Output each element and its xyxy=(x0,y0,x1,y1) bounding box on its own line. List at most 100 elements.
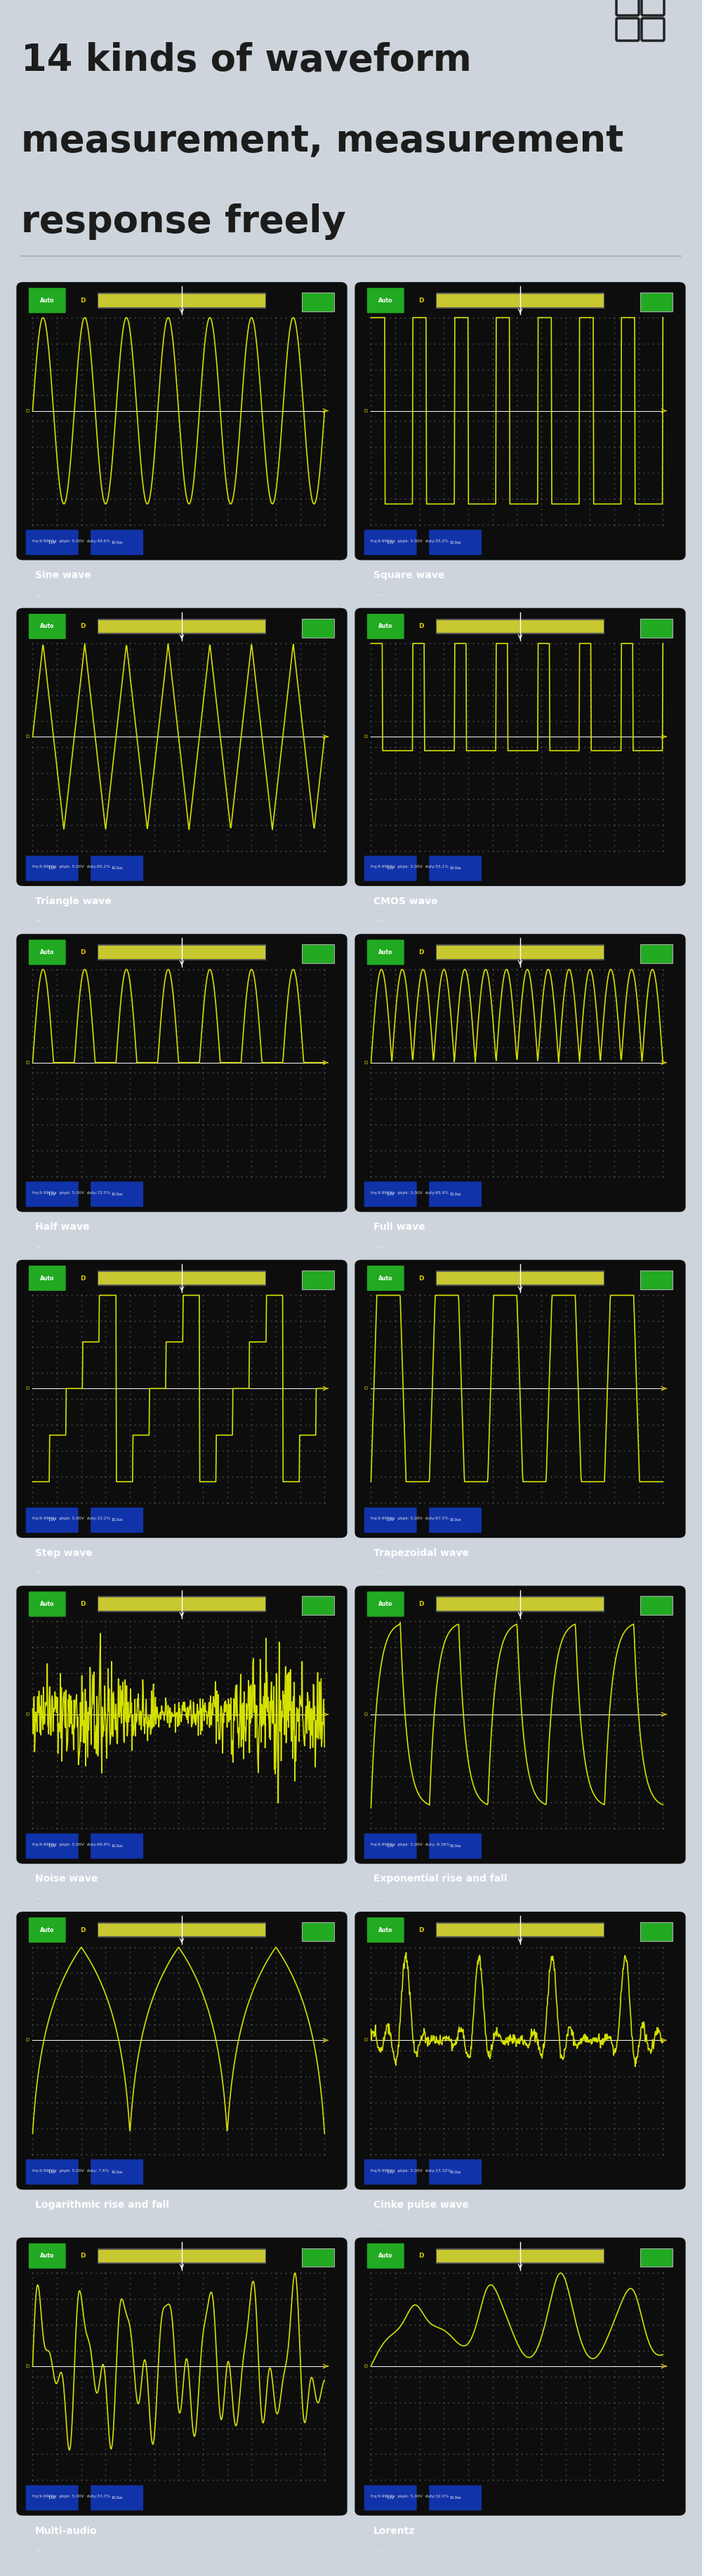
Text: Auto: Auto xyxy=(378,1600,392,1607)
FancyBboxPatch shape xyxy=(355,935,686,1211)
Bar xyxy=(302,1922,334,1940)
Bar xyxy=(437,1273,604,1285)
FancyBboxPatch shape xyxy=(367,1592,404,1618)
FancyBboxPatch shape xyxy=(26,2159,79,2184)
Text: 10.0us: 10.0us xyxy=(449,866,461,871)
Text: Auto: Auto xyxy=(40,948,54,956)
Text: Half wave: Half wave xyxy=(35,1221,90,1231)
Text: Auto: Auto xyxy=(40,296,54,304)
Text: 10.0us: 10.0us xyxy=(449,2169,461,2174)
FancyBboxPatch shape xyxy=(29,613,66,639)
Text: Multi-audio: Multi-audio xyxy=(35,2527,98,2535)
Text: Auto: Auto xyxy=(378,1927,392,1932)
Text: 10.0us: 10.0us xyxy=(111,1844,123,1847)
Text: Auto: Auto xyxy=(40,1600,54,1607)
Text: D: D xyxy=(25,1713,29,1716)
Text: frq:9.99KHz  pkpk: 5.00V  duty:32.0%: frq:9.99KHz pkpk: 5.00V duty:32.0% xyxy=(371,2494,449,2499)
FancyBboxPatch shape xyxy=(429,1507,482,1533)
Text: ...: ... xyxy=(35,1566,44,1574)
Text: ...: ... xyxy=(373,914,382,922)
FancyBboxPatch shape xyxy=(429,855,482,881)
Bar xyxy=(98,1924,265,1937)
Bar xyxy=(98,294,265,307)
FancyBboxPatch shape xyxy=(91,2159,143,2184)
Text: Triangle wave: Triangle wave xyxy=(35,896,112,907)
Text: D: D xyxy=(80,296,86,304)
Text: D: D xyxy=(418,2254,424,2259)
FancyBboxPatch shape xyxy=(364,1834,417,1860)
Text: Auto: Auto xyxy=(40,1275,54,1280)
Text: D: D xyxy=(364,410,367,412)
Bar xyxy=(436,1597,604,1613)
FancyBboxPatch shape xyxy=(367,2244,404,2269)
Text: D: D xyxy=(25,2365,29,2367)
Text: ...: ... xyxy=(35,2543,44,2553)
Text: D: D xyxy=(25,410,29,412)
Bar xyxy=(640,294,673,312)
Text: Full wave: Full wave xyxy=(373,1221,425,1231)
FancyBboxPatch shape xyxy=(16,608,347,886)
Bar xyxy=(436,1922,604,1937)
FancyBboxPatch shape xyxy=(16,1587,347,1865)
Text: D: D xyxy=(364,2365,367,2367)
FancyBboxPatch shape xyxy=(91,1507,143,1533)
Text: Noise wave: Noise wave xyxy=(35,1875,98,1883)
Text: Square wave: Square wave xyxy=(373,569,445,580)
Bar xyxy=(98,945,266,961)
FancyBboxPatch shape xyxy=(355,1911,686,2190)
FancyBboxPatch shape xyxy=(91,531,143,554)
FancyBboxPatch shape xyxy=(355,1587,686,1865)
FancyBboxPatch shape xyxy=(29,1592,66,1618)
Text: 1.0V: 1.0V xyxy=(387,2496,395,2499)
Text: D: D xyxy=(418,948,424,956)
FancyBboxPatch shape xyxy=(429,1182,482,1206)
Text: ...: ... xyxy=(35,2218,44,2228)
Bar xyxy=(436,2249,604,2264)
FancyBboxPatch shape xyxy=(429,531,482,554)
Text: frq:9.99KHz  pkpk: 5.00V  duty:67.5%: frq:9.99KHz pkpk: 5.00V duty:67.5% xyxy=(371,1517,449,1520)
Text: 1.0V: 1.0V xyxy=(387,1517,395,1522)
FancyBboxPatch shape xyxy=(367,613,404,639)
Bar xyxy=(437,294,604,307)
Text: 10.0us: 10.0us xyxy=(111,2169,123,2174)
Bar xyxy=(98,1597,265,1610)
Text: D: D xyxy=(25,734,29,739)
Text: D: D xyxy=(80,1600,86,1607)
Text: 1.0V: 1.0V xyxy=(387,1844,395,1847)
Text: D: D xyxy=(364,734,367,739)
FancyBboxPatch shape xyxy=(364,2486,417,2512)
Text: D: D xyxy=(364,1713,367,1716)
Text: D: D xyxy=(25,2038,29,2043)
Text: 1.0V: 1.0V xyxy=(48,541,56,544)
Bar xyxy=(437,1924,604,1937)
Text: ...: ... xyxy=(35,587,44,598)
Bar xyxy=(98,945,265,958)
Bar xyxy=(98,1922,266,1937)
Text: frq:9.99KHz  pkpk: 5.00V  duty:72.5%: frq:9.99KHz pkpk: 5.00V duty:72.5% xyxy=(32,1190,111,1195)
Text: 1.0V: 1.0V xyxy=(387,1193,395,1195)
FancyBboxPatch shape xyxy=(429,2486,482,2512)
FancyBboxPatch shape xyxy=(355,2239,686,2517)
FancyBboxPatch shape xyxy=(26,531,79,554)
Text: D: D xyxy=(80,1927,86,1932)
FancyBboxPatch shape xyxy=(16,1911,347,2190)
FancyBboxPatch shape xyxy=(364,531,417,554)
Text: D: D xyxy=(418,296,424,304)
Bar xyxy=(98,1270,266,1285)
Text: frq:9.99KHz  pkpk: 5.00V  duty:48.6%: frq:9.99KHz pkpk: 5.00V duty:48.6% xyxy=(32,538,111,544)
Bar xyxy=(302,294,334,312)
Bar xyxy=(640,618,673,636)
Text: Auto: Auto xyxy=(378,296,392,304)
Text: frq:9.99KHz  pkpk: 5.00V  duty:33.3%: frq:9.99KHz pkpk: 5.00V duty:33.3% xyxy=(32,2494,111,2499)
Text: 10.0us: 10.0us xyxy=(111,541,123,544)
FancyBboxPatch shape xyxy=(429,1834,482,1860)
Text: Auto: Auto xyxy=(378,2254,392,2259)
Text: 10.0us: 10.0us xyxy=(449,1193,461,1195)
Text: D: D xyxy=(364,1386,367,1391)
FancyBboxPatch shape xyxy=(16,1260,347,1538)
Text: 10.0us: 10.0us xyxy=(449,541,461,544)
Bar xyxy=(437,945,604,958)
Text: frq:9.99KHz  pkpk: 5.00V  duty:55.1%: frq:9.99KHz pkpk: 5.00V duty:55.1% xyxy=(371,866,449,868)
Text: 10.0us: 10.0us xyxy=(449,1517,461,1522)
Text: frq:9.99KHz  pkpk: 5.00V  duty:55.0%: frq:9.99KHz pkpk: 5.00V duty:55.0% xyxy=(371,538,449,544)
